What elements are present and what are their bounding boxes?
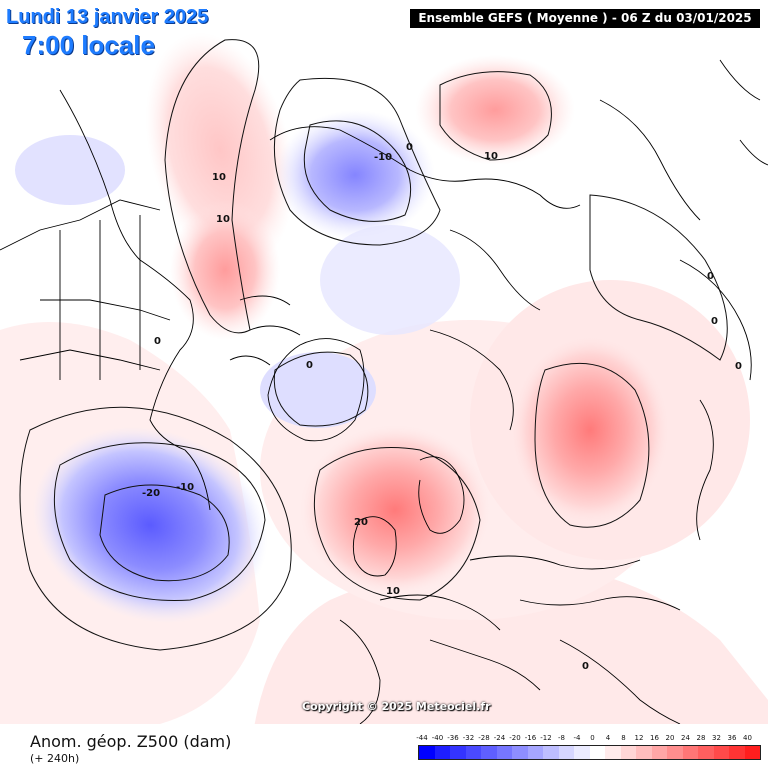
contour-pacific-minus10 bbox=[53, 442, 266, 601]
contour-greenland-0 bbox=[273, 351, 369, 427]
legend-tick-label: -24 bbox=[493, 734, 506, 742]
contour-label: 0 bbox=[306, 360, 313, 371]
contour-label: -10 bbox=[176, 482, 194, 493]
legend-swatch bbox=[527, 746, 543, 759]
contour-label: 0 bbox=[582, 661, 589, 672]
copyright-credit: Copyright © 2025 Meteociel.fr bbox=[302, 700, 491, 713]
legend-swatch bbox=[713, 746, 729, 759]
contour-label: 0 bbox=[707, 271, 714, 282]
anomaly-map: 10 -10 0 10 0 10 0 0 0 -20 -10 20 10 0 0 bbox=[0, 32, 768, 724]
legend-tick-label: 36 bbox=[727, 734, 737, 742]
legend-tick-label: -32 bbox=[462, 734, 475, 742]
legend-tick-label: -12 bbox=[540, 734, 552, 742]
valid-time: 7:00 locale bbox=[22, 30, 155, 60]
contour-east-asia-10 bbox=[439, 71, 552, 161]
contour-label: 10 bbox=[386, 586, 400, 597]
legend-swatch bbox=[465, 746, 481, 759]
valid-date: Lundi 13 janvier 2025 bbox=[6, 6, 209, 28]
legend-tick-label: -4 bbox=[573, 734, 581, 742]
contour-label: -20 bbox=[142, 488, 160, 499]
contour-siberia-minus10 bbox=[303, 120, 412, 222]
legend-tick-label: 4 bbox=[605, 734, 611, 742]
legend-swatch bbox=[620, 746, 636, 759]
legend-swatch bbox=[434, 746, 450, 759]
legend-tick-label: -36 bbox=[447, 734, 459, 742]
legend-tick-label: 40 bbox=[743, 734, 752, 742]
field-title: Anom. géop. Z500 (dam) bbox=[30, 732, 232, 751]
legend-tick-label: 0 bbox=[590, 734, 595, 742]
legend-tick-label: -28 bbox=[478, 734, 490, 742]
legend-tick-label: -44 bbox=[416, 734, 428, 742]
legend-swatch bbox=[543, 746, 559, 759]
anomaly-shading bbox=[0, 32, 768, 724]
legend-tick-label: -20 bbox=[509, 734, 521, 742]
contour-label: 10 bbox=[216, 214, 230, 225]
contour-asia-0 bbox=[589, 194, 728, 361]
legend-swatch bbox=[558, 746, 574, 759]
coastlines bbox=[0, 59, 768, 724]
legend-tick-label: 20 bbox=[665, 734, 675, 742]
legend-swatch bbox=[729, 746, 745, 759]
legend-swatch bbox=[605, 746, 621, 759]
legend-tick-label: 28 bbox=[696, 734, 706, 742]
legend-swatch bbox=[589, 746, 605, 759]
legend-swatch bbox=[450, 746, 466, 759]
legend-tick-label: -16 bbox=[524, 734, 537, 742]
legend-swatch bbox=[481, 746, 497, 759]
contour-label: 10 bbox=[484, 151, 498, 162]
contour-pacific-0 bbox=[19, 406, 292, 651]
legend-colorbar bbox=[418, 745, 761, 760]
anomaly-contours bbox=[19, 39, 728, 651]
legend-swatch bbox=[496, 746, 512, 759]
legend-swatch bbox=[667, 746, 683, 759]
legend-swatch bbox=[698, 746, 714, 759]
contour-labels: 10 -10 0 10 0 10 0 0 0 -20 -10 20 10 0 0 bbox=[142, 142, 742, 672]
legend-swatch bbox=[682, 746, 698, 759]
legend-swatch bbox=[651, 746, 667, 759]
legend-swatch bbox=[636, 746, 652, 759]
contour-asia-10 bbox=[534, 362, 650, 528]
legend-ticks: -44 -40 -36 -32 -28 -24 -20 -16 -12 -8 -4 0 4 8 12 16 20… bbox=[416, 734, 758, 744]
contour-label: 0 bbox=[711, 316, 718, 327]
legend-swatch bbox=[419, 746, 435, 759]
contour-alaska-10 bbox=[164, 39, 260, 334]
contour-label: 10 bbox=[212, 172, 226, 183]
legend-swatch bbox=[574, 746, 590, 759]
legend-tick-label: 8 bbox=[621, 734, 626, 742]
contour-atlantic-10 bbox=[313, 447, 481, 601]
contour-siberia-0 bbox=[273, 77, 441, 246]
legend-tick-label: -40 bbox=[431, 734, 444, 742]
legend-tick-label: 12 bbox=[634, 734, 644, 742]
contour-label: 0 bbox=[154, 336, 161, 347]
contour-label: 20 bbox=[354, 517, 368, 528]
forecast-lead: (+ 240h) bbox=[30, 752, 80, 765]
model-run-banner: Ensemble GEFS ( Moyenne ) - 06 Z du 03/0… bbox=[410, 9, 760, 28]
contour-label: -10 bbox=[374, 152, 392, 163]
legend-tick-label: 24 bbox=[681, 734, 690, 742]
contour-pacific-minus20 bbox=[99, 484, 230, 582]
contour-label: 0 bbox=[406, 142, 413, 153]
legend-swatch bbox=[512, 746, 528, 759]
legend-tick-label: 16 bbox=[650, 734, 659, 742]
legend-tick-label: -8 bbox=[558, 734, 565, 742]
contour-label: 0 bbox=[735, 361, 742, 372]
legend-tick-label: 32 bbox=[712, 734, 721, 742]
legend-swatch bbox=[744, 746, 760, 759]
